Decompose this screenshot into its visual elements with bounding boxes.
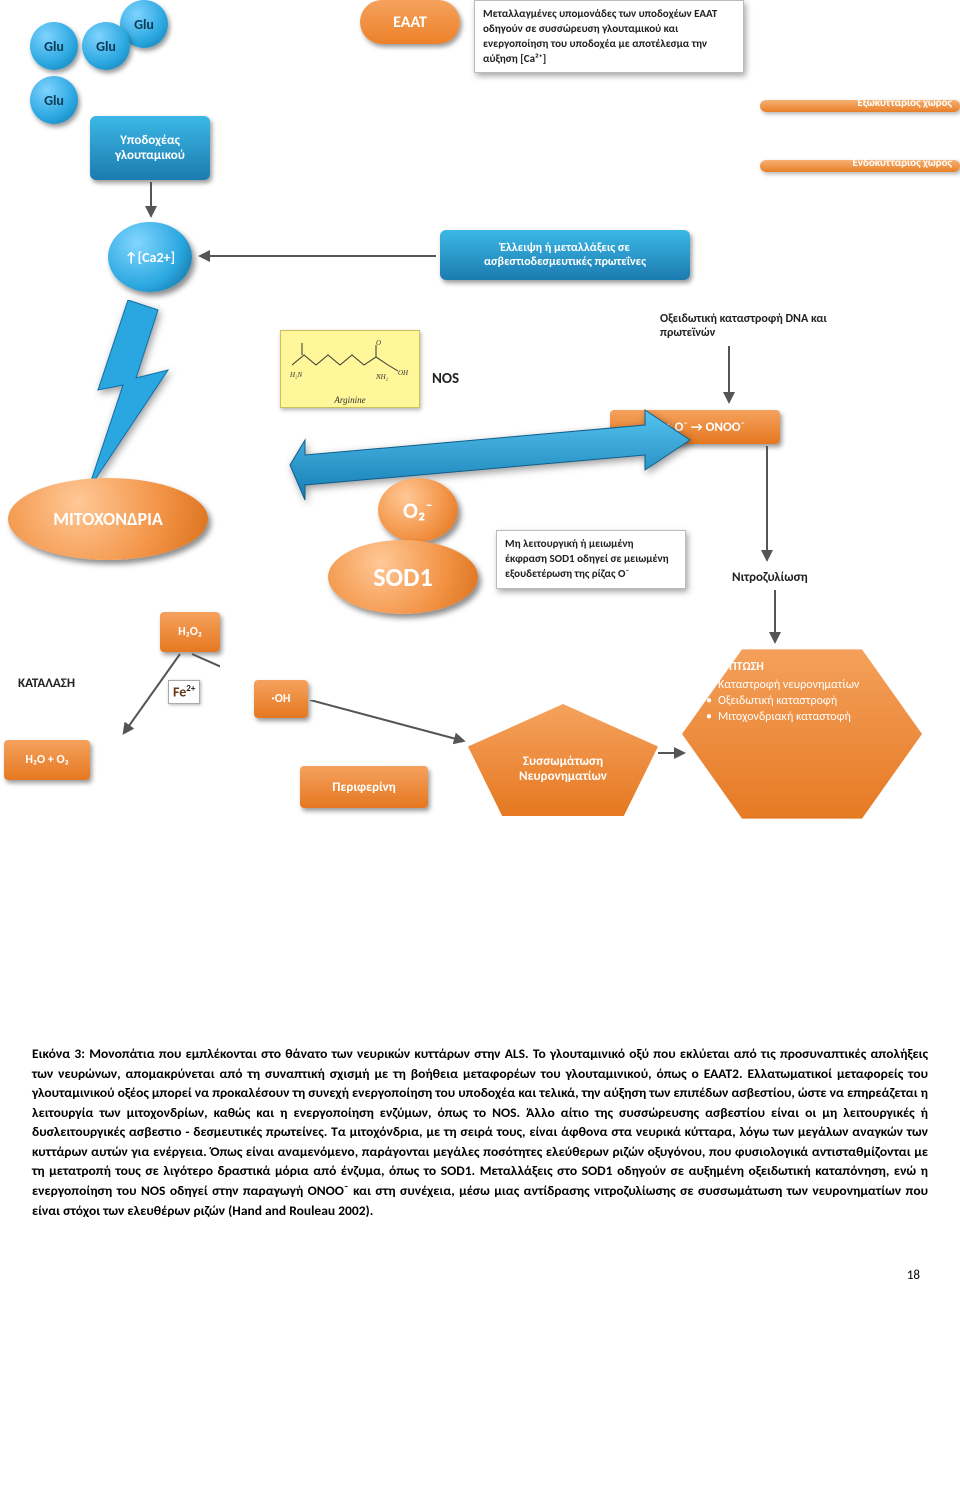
arrow-onoo-to-nitros (760, 446, 774, 566)
big-blue-arrow (250, 400, 700, 550)
sod1-node: SOD1 (328, 540, 478, 614)
katalasi-label: ΚΑΤΑΛΑΣΗ (18, 676, 75, 691)
aggregation-pentagon: Συσσωμάτωση Νευρονηματίων (468, 704, 658, 816)
eaat-info-box: Μεταλλαγμένες υπομονάδες των υποδοχέων E… (474, 0, 744, 73)
bar-extracellular: Εξωκυττάριος χώρος (760, 100, 960, 112)
figure-caption: Εικόνα 3: Μονοπάτια που εμπλέκονται στο … (0, 1020, 960, 1260)
h2o-o2-box: H₂O + O₂ (4, 740, 90, 780)
mito-node: ΜΙΤΟΧΟΝΔΡΙΑ (8, 478, 208, 560)
o2-node: O₂⁻ (378, 478, 458, 542)
ca2-node: ↑[Ca2+] (108, 222, 192, 292)
dna-damage-text: Οξειδωτική καταστροφή DNA και πρωτεϊνών (660, 312, 870, 340)
svg-text:H₂N: H₂N (289, 371, 302, 379)
h2o2-box: H₂O₂ (160, 612, 220, 652)
arrow-h2o2-branch (120, 650, 220, 750)
arrow-receptor-to-ca (144, 182, 158, 220)
nos-label: NOS (432, 370, 459, 388)
apoptosis-hexagon: ΑΠΟΠΤΩΣΗ •Καταστροφή νευρονηματίων•Οξειδ… (682, 640, 922, 828)
periferin-box: Περιφερίνη (300, 766, 428, 808)
sod1-info-box: Μη λειτουργική ή μειωμένη έκφραση SOD1 ο… (496, 530, 686, 589)
nitros-label: Νιτροζυλίωση (732, 570, 808, 585)
oh-box: ·OH (254, 680, 308, 718)
glu-receptor-box: Υποδοχέας γλουταμικού (90, 116, 210, 180)
glu-ball-3: Glu (82, 22, 130, 70)
glu-ball-2: Glu (30, 22, 78, 70)
arrow-nitros-to-apopt (768, 590, 782, 646)
apoptosis-item: •Μιτοχονδριακή καταστοφή (706, 710, 898, 724)
eaat-node: EAAT (360, 0, 460, 44)
bar-intracellular: Ενδοκυττάριος χώρος (760, 160, 960, 172)
diagram-canvas: Glu Glu Glu Glu EAAT Μεταλλαγμένες υπομο… (0, 0, 960, 1020)
arrow-oh-to-aggreg (310, 700, 470, 750)
svg-text:OH: OH (398, 369, 409, 377)
glu-ball-4: Glu (30, 76, 78, 124)
arrow-cabind-to-ca (196, 246, 438, 268)
apoptosis-item: •Οξειδωτική καταστροφή (706, 694, 898, 708)
arrow-aggreg-to-apopt (658, 746, 688, 760)
arginine-box: H₂N O OH NH₂ Arginine (280, 330, 420, 408)
ca-binding-box: Έλλειψη ή μεταλλάξεις σε ασβεστιοδεσμευτ… (440, 230, 690, 280)
bolt-icon (88, 300, 178, 490)
svg-text:O: O (376, 339, 381, 347)
arrow-dna-to-onoo (722, 346, 736, 406)
page-number: 18 (0, 1260, 960, 1313)
svg-text:NH₂: NH₂ (375, 373, 389, 381)
apoptosis-item: •Καταστροφή νευρονηματίων (706, 678, 898, 692)
